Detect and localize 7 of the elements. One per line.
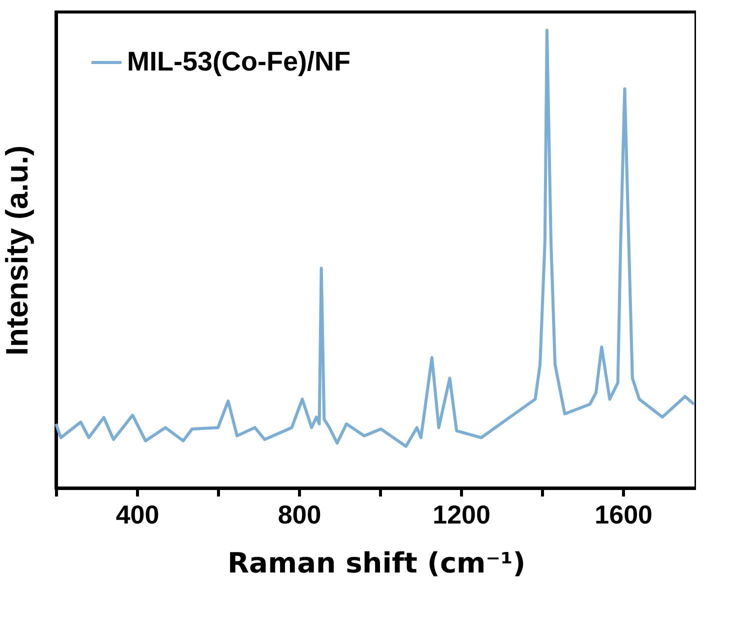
- x-tick-label: 800: [278, 500, 322, 530]
- y-axis-title: Intensity (a.u.): [0, 145, 34, 356]
- x-axis-title: Raman shift (cm⁻¹): [227, 546, 526, 580]
- x-tick-label: 1600: [594, 500, 653, 530]
- x-tick-label: 400: [116, 500, 160, 530]
- legend-label: MIL-53(Co-Fe)/NF: [127, 46, 350, 76]
- x-tick-label: 1200: [432, 500, 490, 530]
